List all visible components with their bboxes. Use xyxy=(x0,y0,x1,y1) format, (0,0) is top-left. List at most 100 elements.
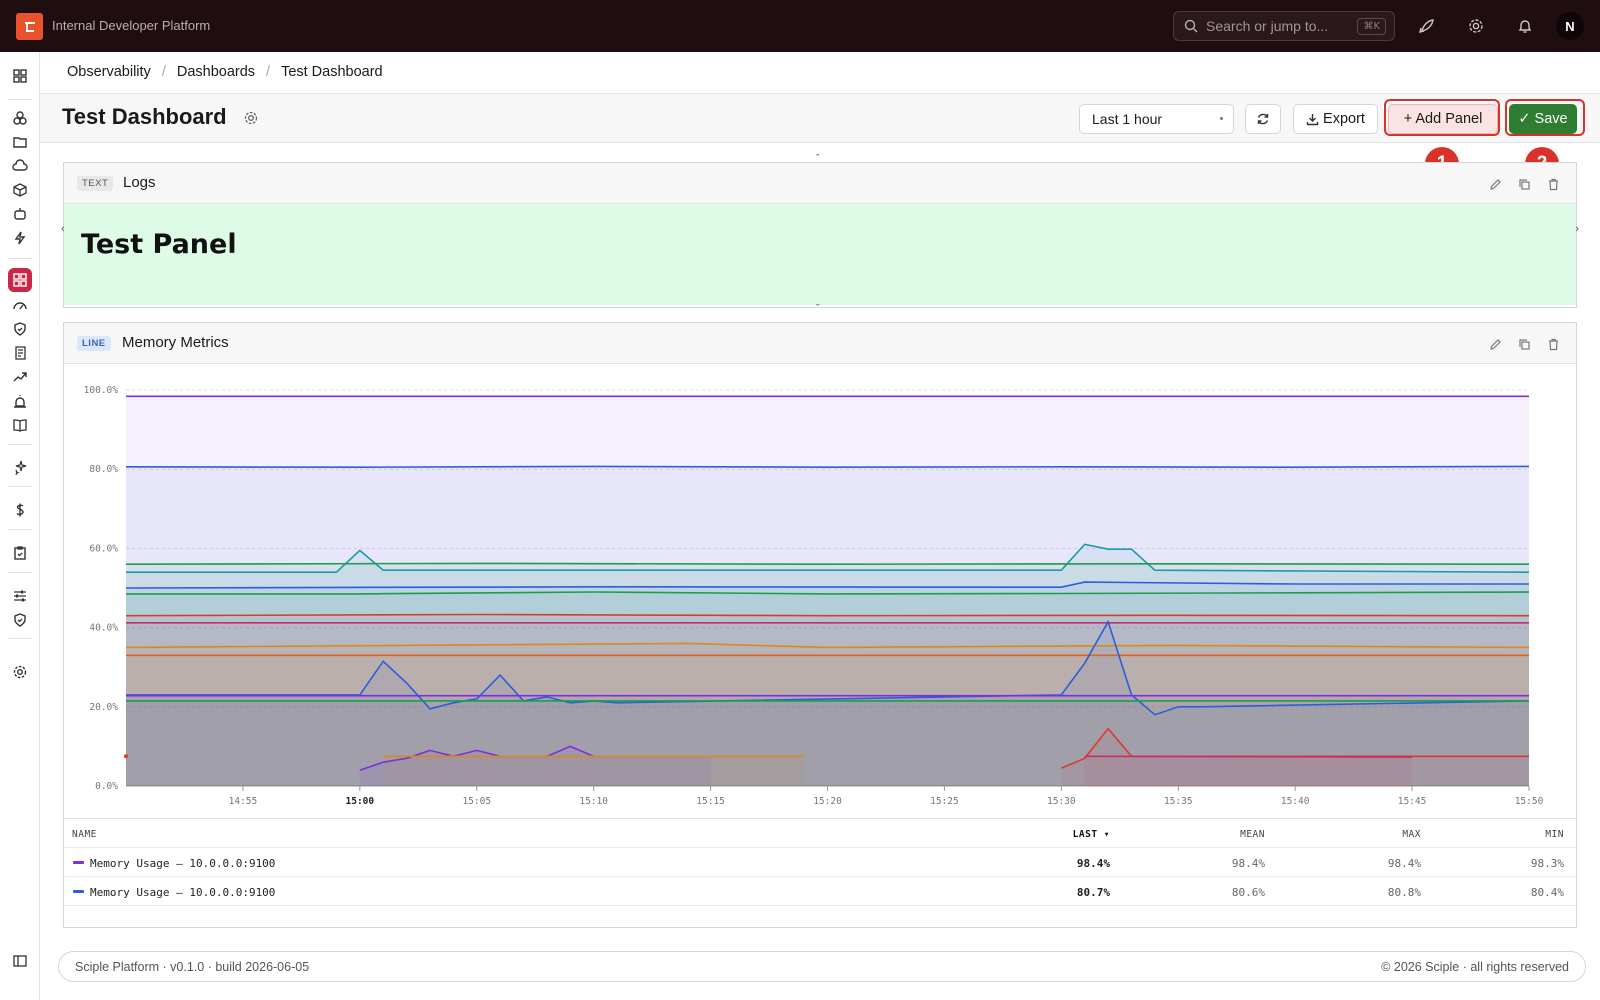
home-grid-icon[interactable] xyxy=(8,64,32,88)
export-button[interactable]: Export xyxy=(1293,104,1378,134)
app-title: Internal Developer Platform xyxy=(52,18,211,33)
series-line-3[interactable] xyxy=(125,562,1530,565)
settings-icon[interactable] xyxy=(8,660,32,684)
page-title: Test Dashboard xyxy=(62,104,227,129)
series-area-12 xyxy=(126,700,1529,786)
legend-table: NAME LAST ▾ MEAN MAX MIN Memory Usage — … xyxy=(64,818,1576,906)
user-avatar[interactable]: N xyxy=(1556,12,1584,40)
memory-chart[interactable]: 100.0% 80.0% 60.0% 40.0% 20.0% 0.0% 14:55 15:00… xyxy=(64,364,1576,818)
y-tick-label: 40.0% xyxy=(89,623,118,634)
col-min[interactable]: MIN xyxy=(1545,829,1564,840)
series-area-9 xyxy=(126,655,1529,786)
footer-copyright: © 2026 Sciple · all rights reserved xyxy=(1381,960,1569,974)
resize-left-icon[interactable]: ‹ xyxy=(64,653,65,665)
shield-check-icon[interactable] xyxy=(8,317,32,341)
search-icon xyxy=(1184,19,1198,33)
dashboards-icon[interactable] xyxy=(8,268,32,292)
robot-icon[interactable] xyxy=(8,202,32,226)
series-line-6[interactable] xyxy=(125,613,1530,617)
gear-icon[interactable] xyxy=(1464,14,1488,38)
trash-icon[interactable] xyxy=(1544,175,1562,193)
series-line-16[interactable] xyxy=(1084,755,1413,758)
refresh-button[interactable] xyxy=(1245,104,1281,134)
series-line-8[interactable] xyxy=(125,642,1530,649)
x-tick-label: 15:20 xyxy=(813,796,842,807)
clipboard-check-icon[interactable] xyxy=(8,541,32,565)
breadcrumb-observability[interactable]: Observability xyxy=(67,64,151,80)
gauge-icon[interactable] xyxy=(8,293,32,317)
lightning-icon[interactable] xyxy=(8,226,32,250)
sliders-icon[interactable] xyxy=(8,584,32,608)
line-chart-svg[interactable]: 100.0% 80.0% 60.0% 40.0% 20.0% 0.0% 14:55 15:00… xyxy=(64,364,1576,818)
book-icon[interactable] xyxy=(8,413,32,437)
logs-icon[interactable] xyxy=(8,341,32,365)
dashboard-settings-icon[interactable] xyxy=(243,110,259,131)
series-area-10 xyxy=(126,621,1529,786)
global-search[interactable]: ⌘K xyxy=(1173,11,1395,41)
breadcrumb-dashboards[interactable]: Dashboards xyxy=(176,64,256,80)
components-icon[interactable] xyxy=(8,106,32,130)
series-max: 98.4% xyxy=(1387,857,1421,870)
series-line-4[interactable] xyxy=(125,581,1529,589)
edit-icon[interactable] xyxy=(1486,175,1504,193)
dollar-icon[interactable] xyxy=(8,498,32,522)
footer-version: Sciple Platform · v0.1.0 · build 2026-06… xyxy=(75,960,310,974)
duplicate-icon[interactable] xyxy=(1515,175,1533,193)
edit-icon[interactable] xyxy=(1486,335,1504,353)
series-mean: 98.4% xyxy=(1231,857,1265,870)
series-line-13[interactable] xyxy=(359,745,711,771)
search-input[interactable] xyxy=(1206,18,1356,34)
col-mean[interactable]: MEAN xyxy=(1240,829,1265,840)
col-max[interactable]: MAX xyxy=(1402,829,1421,840)
alert-siren-icon[interactable] xyxy=(8,389,32,413)
add-panel-highlight xyxy=(1384,99,1500,136)
bell-icon[interactable] xyxy=(1513,14,1537,38)
resize-right-icon[interactable]: › xyxy=(1575,653,1576,665)
save-highlight xyxy=(1505,99,1585,136)
series-line-2[interactable] xyxy=(126,543,1530,573)
x-tick-label: 15:25 xyxy=(930,796,959,807)
add-panel-button[interactable]: + Add Panel xyxy=(1388,104,1498,134)
series-area-7 xyxy=(126,622,1529,786)
duplicate-icon[interactable] xyxy=(1515,335,1533,353)
series-area-5 xyxy=(126,592,1529,786)
col-name[interactable]: NAME xyxy=(72,829,97,840)
export-label: Export xyxy=(1323,111,1365,127)
panel-title: Logs xyxy=(123,174,156,191)
panel-memory-metrics[interactable]: LINE Memory Metrics 100.0% 80.0% 60.0% 40.0… xyxy=(63,322,1577,928)
resize-top-icon[interactable]: ˆ xyxy=(816,153,820,165)
legend-row[interactable]: Memory Usage — 10.0.0.0:9100 98.4% 98.4% 98… xyxy=(64,848,1576,877)
package-icon[interactable] xyxy=(8,178,32,202)
resize-left-icon[interactable]: ‹ xyxy=(61,223,65,235)
series-line-5[interactable] xyxy=(126,591,1530,595)
series-line-1[interactable] xyxy=(125,465,1530,468)
trash-icon[interactable] xyxy=(1544,335,1562,353)
x-tick-label: 15:40 xyxy=(1281,796,1310,807)
y-tick-label: 100.0% xyxy=(84,385,119,396)
series-line-10[interactable] xyxy=(126,619,1530,716)
series-name: Memory Usage — 10.0.0.0:9100 xyxy=(90,886,276,899)
col-last[interactable]: LAST ▾ xyxy=(1072,829,1110,840)
legend-table-header: NAME LAST ▾ MEAN MAX MIN xyxy=(64,819,1576,848)
collapse-sidebar-icon[interactable] xyxy=(8,949,32,973)
resize-bottom-icon[interactable]: ˇ xyxy=(816,303,820,315)
x-tick-label: 15:35 xyxy=(1164,796,1193,807)
panel-title: Memory Metrics xyxy=(122,334,229,351)
cloud-icon[interactable] xyxy=(8,154,32,178)
panel-type-badge: TEXT xyxy=(77,176,114,191)
panel-logs[interactable]: TEXT Logs Test Panel ‹ › ˆ ˇ xyxy=(61,153,1579,315)
sidebar xyxy=(0,52,40,1000)
platform-logo-icon[interactable] xyxy=(16,13,43,40)
resize-right-icon[interactable]: › xyxy=(1575,223,1579,235)
series-area-3 xyxy=(126,563,1529,786)
folder-icon[interactable] xyxy=(8,130,32,154)
legend-row[interactable]: Memory Usage — 10.0.0.0:9100 80.7% 80.6% 80… xyxy=(64,877,1576,906)
text-panel-body: Test Panel xyxy=(64,204,1576,305)
time-range-select[interactable]: Last 1 hour xyxy=(1079,104,1234,134)
rocket-icon[interactable] xyxy=(1415,14,1439,38)
shield-icon[interactable] xyxy=(8,608,32,632)
sparkle-icon[interactable] xyxy=(8,455,32,479)
save-button[interactable]: ✓ Save xyxy=(1509,104,1577,134)
series-area-16 xyxy=(1084,756,1413,786)
trending-icon[interactable] xyxy=(8,365,32,389)
